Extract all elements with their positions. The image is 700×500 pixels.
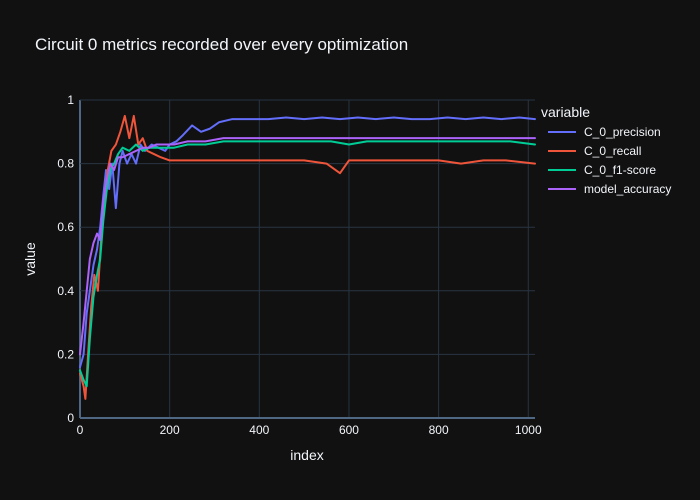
y-axis-title: value bbox=[22, 242, 38, 276]
legend-items: C_0_precision C_0_recall C_0_f1-scoremodel… bbox=[548, 125, 671, 196]
y-tick-label: 0.6 bbox=[57, 220, 74, 234]
legend-title: variable bbox=[541, 104, 590, 120]
chart-title: Circuit 0 metrics recorded over every op… bbox=[35, 35, 408, 54]
y-tick-label: 0.4 bbox=[57, 284, 74, 298]
legend-item-model_accuracy[interactable]: model_accuracy bbox=[548, 182, 671, 196]
series-line-C_0_f1-score[interactable] bbox=[79, 140, 536, 388]
legend-label: C_0_precision bbox=[584, 125, 661, 139]
x-axis-title: index bbox=[290, 447, 323, 463]
x-tick-label: 0 bbox=[77, 423, 84, 437]
legend-label: C_0_recall bbox=[584, 144, 641, 158]
legend-label: model_accuracy bbox=[584, 182, 671, 196]
x-tick-label: 1000 bbox=[515, 423, 542, 437]
legend-item-C_0_precision[interactable]: C_0_precision bbox=[548, 125, 661, 139]
series-line-C_0_precision[interactable] bbox=[79, 116, 536, 369]
series-line-model_accuracy[interactable] bbox=[79, 137, 536, 356]
y-tick-label: 0 bbox=[67, 411, 74, 425]
y-tick-label: 1 bbox=[67, 93, 74, 107]
x-tick-label: 800 bbox=[429, 423, 449, 437]
series-layer bbox=[79, 114, 536, 400]
tick-layer: 0 200 400 600 800 1000 0 0.2 0.4 0.6 0.8 1 bbox=[57, 93, 542, 437]
legend[interactable]: variable C_0_precision C_0_recall C_0_f1-s… bbox=[541, 104, 671, 196]
legend-label: C_0_f1-score bbox=[584, 163, 656, 177]
x-tick-label: 200 bbox=[160, 423, 180, 437]
x-tick-label: 600 bbox=[339, 423, 359, 437]
x-tick-label: 400 bbox=[249, 423, 269, 437]
legend-item-C_0_f1-score[interactable]: C_0_f1-score bbox=[548, 163, 656, 177]
series-line-C_0_recall[interactable] bbox=[79, 114, 536, 400]
y-tick-label: 0.2 bbox=[57, 347, 74, 361]
y-tick-label: 0.8 bbox=[57, 157, 74, 171]
legend-item-C_0_recall[interactable]: C_0_recall bbox=[548, 144, 641, 158]
plot-area-background bbox=[80, 100, 535, 418]
